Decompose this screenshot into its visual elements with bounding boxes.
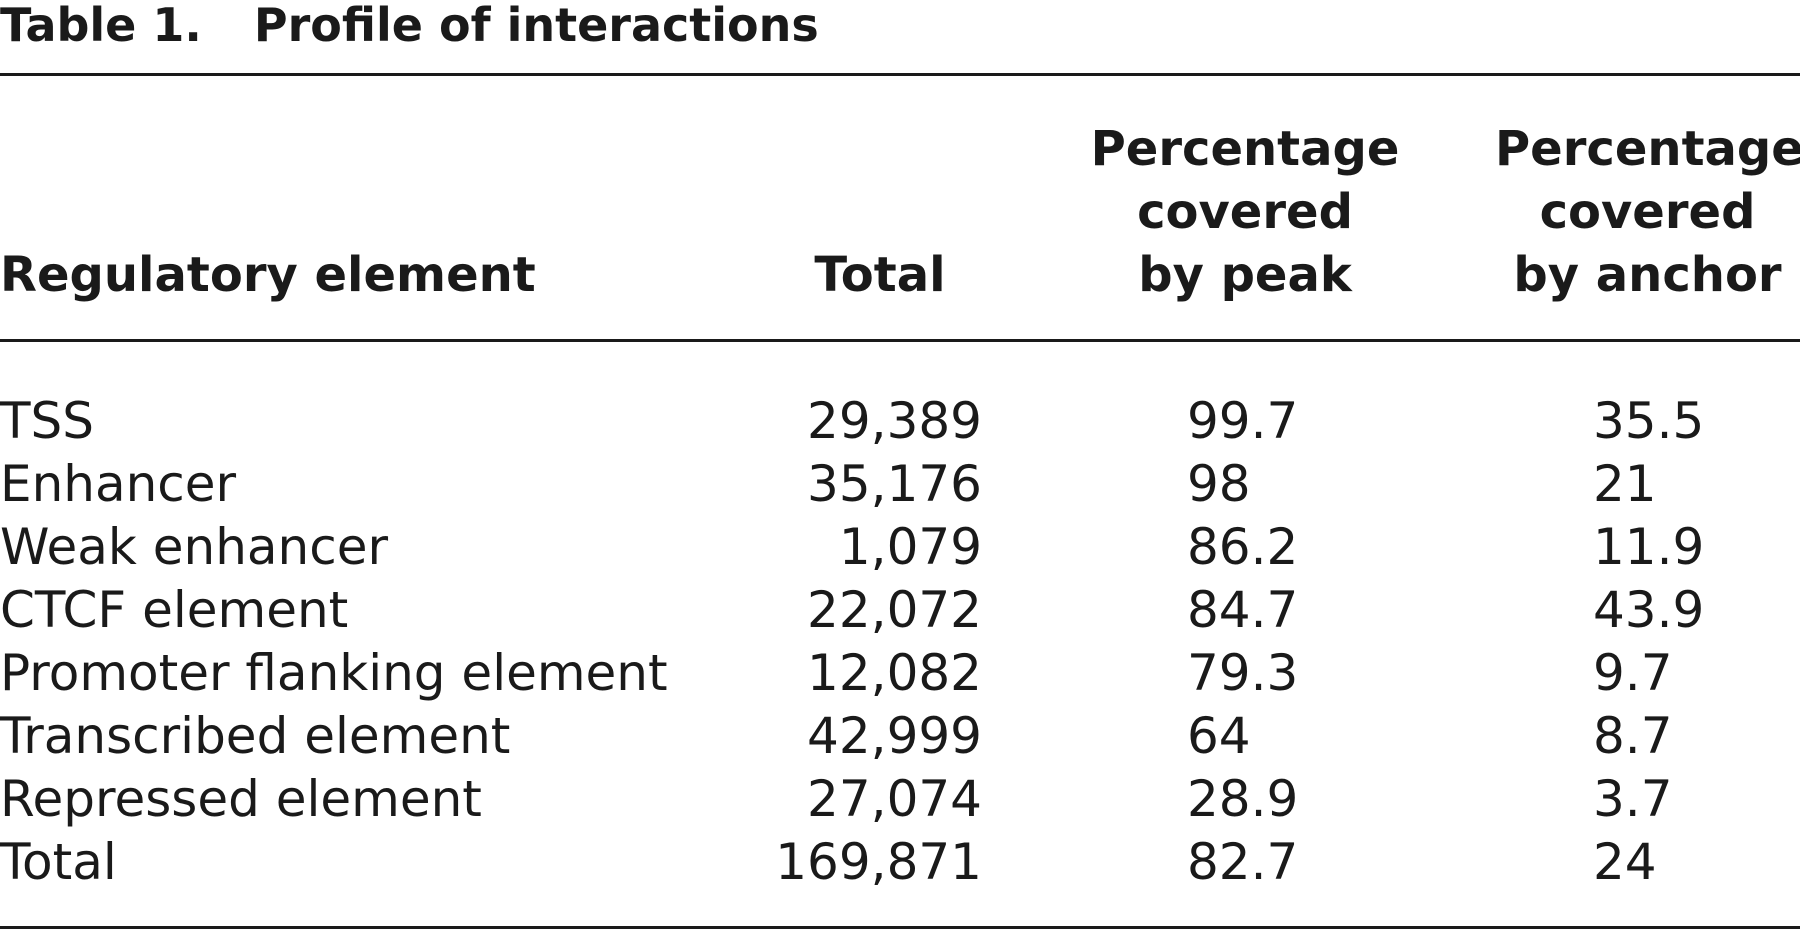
table-row: Transcribed element 42,999 64 8.7 [0,705,1800,768]
table-caption: Table 1. Profile of interactions [0,0,819,52]
cell-total: 1,079 [838,518,982,576]
cell-total: 27,074 [807,770,982,828]
cell-peak: 98 [1187,455,1251,513]
cell-total: 29,389 [807,392,982,450]
cell-peak: 99.7 [1187,392,1299,450]
table-row: Promoter flanking element 12,082 79.3 9.… [0,642,1800,705]
header-percentage-anchor: Percentage covered by anchor [1495,118,1800,307]
header-line: covered [1539,184,1756,240]
cell-anchor: 8.7 [1593,707,1673,765]
cell-regulatory-element: Weak enhancer [0,518,389,576]
cell-peak: 86.2 [1187,518,1299,576]
header-rule [0,339,1800,342]
cell-peak: 84.7 [1187,581,1299,639]
cell-regulatory-element: Enhancer [0,455,237,513]
header-regulatory-element: Regulatory element [0,247,536,303]
bottom-rule [0,926,1800,929]
cell-anchor: 3.7 [1593,770,1673,828]
cell-total: 35,176 [807,455,982,513]
header-line: by anchor [1513,247,1782,303]
header-total: Total [814,247,946,303]
cell-regulatory-element: Repressed element [0,770,482,828]
cell-total: 22,072 [807,581,982,639]
table-row: CTCF element 22,072 84.7 43.9 [0,579,1800,642]
top-rule [0,73,1800,76]
cell-anchor: 11.9 [1593,518,1705,576]
cell-peak: 79.3 [1187,644,1299,702]
header-line: Percentage [1090,121,1400,177]
table-row: Repressed element 27,074 28.9 3.7 [0,768,1800,831]
cell-regulatory-element: Transcribed element [0,707,511,765]
cell-anchor: 35.5 [1593,392,1705,450]
cell-peak: 64 [1187,707,1251,765]
header-line: covered [1137,184,1353,240]
cell-total: 169,871 [775,833,982,891]
header-percentage-peak: Percentage covered by peak [1085,118,1405,307]
header-line: Percentage [1495,121,1800,177]
cell-peak: 82.7 [1187,833,1299,891]
table-row-total: Total 169,871 82.7 24 [0,831,1800,894]
cell-regulatory-element: TSS [0,392,95,450]
table-row: Enhancer 35,176 98 21 [0,453,1800,516]
cell-regulatory-element: Promoter flanking element [0,644,668,702]
table-body: TSS 29,389 99.7 35.5 Enhancer 35,176 98 … [0,390,1800,894]
cell-regulatory-element: Total [0,833,117,891]
cell-peak: 28.9 [1187,770,1299,828]
cell-total: 12,082 [807,644,982,702]
header-line: by peak [1138,247,1352,303]
table-row: Weak enhancer 1,079 86.2 11.9 [0,516,1800,579]
table-title: Profile of interactions [253,0,819,52]
cell-anchor: 43.9 [1593,581,1705,639]
cell-anchor: 21 [1593,455,1657,513]
cell-anchor: 9.7 [1593,644,1673,702]
cell-anchor: 24 [1593,833,1657,891]
table-row: TSS 29,389 99.7 35.5 [0,390,1800,453]
cell-total: 42,999 [807,707,982,765]
table-number: Table 1. [0,0,202,52]
cell-regulatory-element: CTCF element [0,581,349,639]
